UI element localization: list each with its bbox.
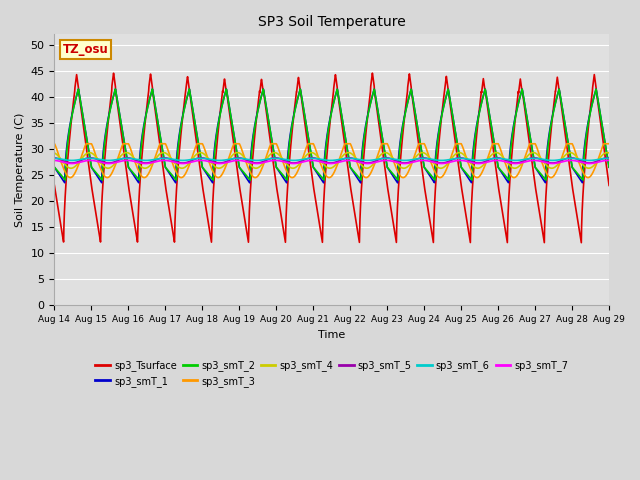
sp3_smT_4 xyxy=(311,151,319,157)
sp3_smT_2 xyxy=(312,167,319,172)
Line: sp3_smT_2: sp3_smT_2 xyxy=(54,89,609,180)
sp3_smT_7 xyxy=(253,161,260,167)
sp3_smT_3 xyxy=(488,144,495,150)
sp3_smT_5 xyxy=(51,155,58,161)
sp3_Tsurface xyxy=(150,99,158,105)
sp3_smT_5 xyxy=(426,156,433,162)
sp3_smT_6 xyxy=(456,156,464,161)
sp3_smT_1 xyxy=(426,172,433,178)
sp3_smT_2 xyxy=(426,170,433,176)
sp3_Tsurface xyxy=(311,193,319,199)
sp3_smT_2 xyxy=(488,125,495,131)
sp3_smT_2 xyxy=(605,161,612,167)
sp3_smT_2 xyxy=(150,97,158,103)
sp3_smT_4 xyxy=(150,158,158,164)
sp3_smT_4 xyxy=(605,150,613,156)
sp3_smT_5 xyxy=(488,156,495,162)
sp3_smT_6 xyxy=(51,156,58,161)
sp3_smT_4 xyxy=(426,155,433,161)
sp3_smT_7 xyxy=(605,157,613,163)
sp3_smT_1 xyxy=(51,164,58,170)
sp3_smT_6 xyxy=(234,156,242,161)
sp3_Tsurface xyxy=(577,240,585,246)
sp3_smT_4 xyxy=(381,150,389,156)
sp3_smT_1 xyxy=(311,167,319,173)
sp3_smT_2 xyxy=(148,86,156,92)
Line: sp3_Tsurface: sp3_Tsurface xyxy=(54,73,609,243)
sp3_smT_6 xyxy=(150,156,158,162)
sp3_smT_7 xyxy=(312,158,319,164)
sp3_smT_1 xyxy=(148,86,156,92)
sp3_smT_6 xyxy=(253,157,260,163)
sp3_smT_1 xyxy=(605,161,612,167)
sp3_Tsurface xyxy=(488,134,495,140)
sp3_smT_4 xyxy=(605,150,612,156)
sp3_smT_2 xyxy=(456,159,464,165)
Legend: sp3_Tsurface, sp3_smT_1, sp3_smT_2, sp3_smT_3, sp3_smT_4, sp3_smT_5, sp3_smT_6, : sp3_Tsurface, sp3_smT_1, sp3_smT_2, sp3_… xyxy=(92,356,572,391)
sp3_smT_4 xyxy=(51,150,58,156)
sp3_smT_3 xyxy=(51,141,58,146)
Line: sp3_smT_1: sp3_smT_1 xyxy=(54,89,609,183)
sp3_smT_2 xyxy=(246,177,254,183)
sp3_smT_4 xyxy=(456,150,464,156)
sp3_smT_1 xyxy=(150,97,158,103)
sp3_smT_6 xyxy=(488,156,495,162)
sp3_smT_5 xyxy=(234,155,242,161)
sp3_smT_3 xyxy=(426,155,433,160)
sp3_smT_3 xyxy=(605,141,612,146)
sp3_smT_1 xyxy=(605,164,613,170)
Y-axis label: Soil Temperature (C): Soil Temperature (C) xyxy=(15,113,25,227)
sp3_smT_5 xyxy=(605,155,612,161)
sp3_smT_5 xyxy=(456,155,464,161)
sp3_smT_7 xyxy=(605,157,612,163)
sp3_smT_7 xyxy=(488,158,495,164)
sp3_smT_3 xyxy=(510,175,518,180)
sp3_smT_3 xyxy=(311,144,319,150)
sp3_smT_7 xyxy=(51,157,58,163)
sp3_Tsurface xyxy=(605,179,612,184)
sp3_smT_1 xyxy=(488,125,495,131)
Line: sp3_smT_6: sp3_smT_6 xyxy=(54,158,609,160)
sp3_Tsurface xyxy=(369,70,376,76)
sp3_smT_2 xyxy=(51,164,58,170)
sp3_smT_5 xyxy=(150,158,158,164)
Line: sp3_smT_7: sp3_smT_7 xyxy=(54,160,609,164)
sp3_smT_6 xyxy=(426,156,433,162)
sp3_Tsurface xyxy=(456,175,464,180)
sp3_smT_1 xyxy=(394,180,401,186)
sp3_smT_5 xyxy=(253,160,260,166)
sp3_Tsurface xyxy=(605,182,613,188)
sp3_smT_3 xyxy=(605,141,613,146)
sp3_smT_3 xyxy=(150,157,158,163)
sp3_smT_7 xyxy=(150,159,158,165)
sp3_smT_7 xyxy=(456,157,464,163)
sp3_smT_1 xyxy=(456,159,464,165)
sp3_smT_5 xyxy=(312,156,319,161)
sp3_smT_2 xyxy=(605,164,613,170)
sp3_smT_6 xyxy=(605,156,612,161)
sp3_smT_7 xyxy=(426,158,433,164)
sp3_Tsurface xyxy=(51,182,58,188)
sp3_smT_6 xyxy=(605,156,613,161)
sp3_Tsurface xyxy=(426,215,433,221)
sp3_smT_4 xyxy=(488,152,495,158)
Line: sp3_smT_5: sp3_smT_5 xyxy=(54,158,609,163)
Text: TZ_osu: TZ_osu xyxy=(63,43,108,56)
Line: sp3_smT_3: sp3_smT_3 xyxy=(54,144,609,178)
X-axis label: Time: Time xyxy=(318,330,346,339)
Line: sp3_smT_4: sp3_smT_4 xyxy=(54,153,609,168)
sp3_smT_7 xyxy=(234,157,242,163)
sp3_smT_5 xyxy=(605,155,613,161)
Title: SP3 Soil Temperature: SP3 Soil Temperature xyxy=(258,15,406,29)
sp3_smT_4 xyxy=(400,165,408,171)
sp3_smT_6 xyxy=(312,156,319,161)
sp3_smT_3 xyxy=(456,141,464,146)
